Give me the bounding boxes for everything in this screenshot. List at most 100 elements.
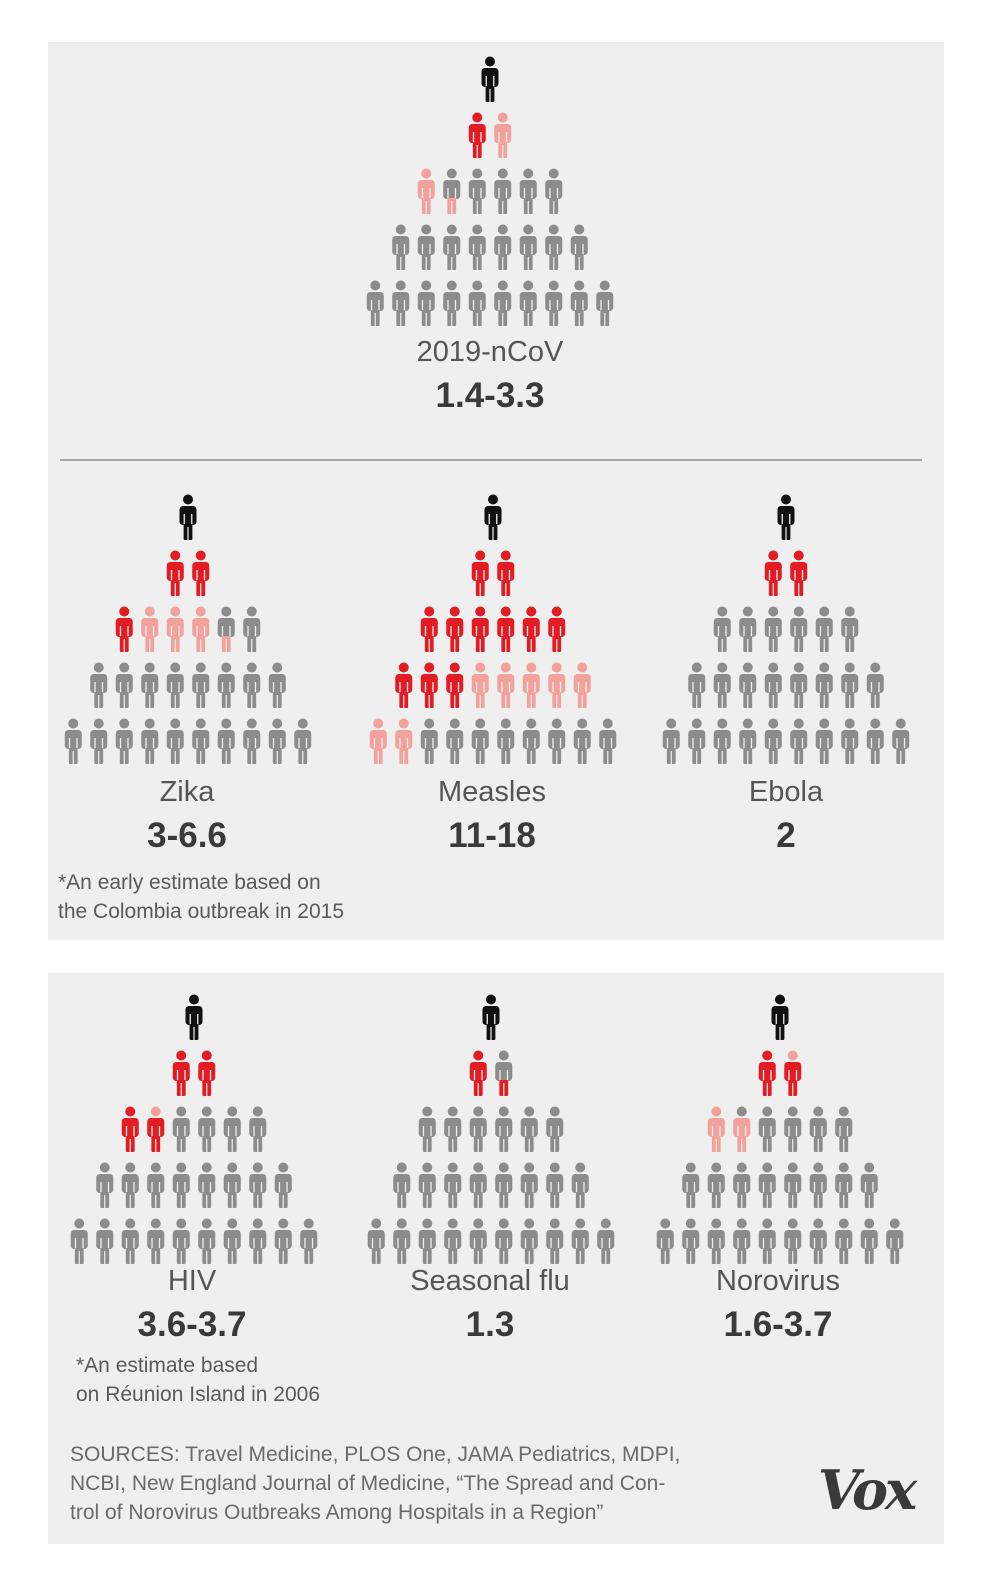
person-icon xyxy=(469,1162,487,1208)
person-icon xyxy=(519,168,537,214)
disease-label: Zika xyxy=(159,776,215,808)
person-icon xyxy=(841,606,859,652)
person-icon xyxy=(548,606,566,652)
pyramid-seasonal-flu xyxy=(367,994,615,1264)
sources-text: SOURCES: Travel Medicine, PLOS One, JAMA… xyxy=(70,1440,750,1527)
person-icon xyxy=(115,718,133,764)
person-icon xyxy=(481,56,499,102)
person-icon xyxy=(758,1050,776,1096)
person-icon xyxy=(192,606,210,652)
hiv-footnote-line-2: on Réunion Island in 2006 xyxy=(76,1383,321,1406)
person-icon xyxy=(147,1106,165,1152)
person-icon xyxy=(417,168,435,214)
person-icon xyxy=(546,1218,564,1264)
person-icon xyxy=(198,1106,216,1152)
person-icon xyxy=(141,606,159,652)
person-icon xyxy=(185,994,203,1040)
person-icon xyxy=(417,280,435,326)
person-icon xyxy=(217,606,235,652)
person-icon xyxy=(520,1162,538,1208)
person-icon xyxy=(469,1106,487,1152)
person-icon xyxy=(443,168,461,214)
person-icon xyxy=(417,224,435,270)
person-icon xyxy=(198,1162,216,1208)
person-icon xyxy=(860,1218,878,1264)
person-icon xyxy=(771,994,789,1040)
person-icon xyxy=(90,662,108,708)
person-icon xyxy=(777,494,795,540)
person-icon xyxy=(733,1162,751,1208)
person-icon xyxy=(243,662,261,708)
person-icon xyxy=(223,1218,241,1264)
person-icon xyxy=(366,280,384,326)
person-icon xyxy=(739,662,757,708)
person-icon xyxy=(841,662,859,708)
person-icon xyxy=(758,1162,776,1208)
person-icon xyxy=(172,1218,190,1264)
zika-footnote: *An early estimate based on the Colombia… xyxy=(58,868,344,926)
pyramid-norovirus xyxy=(656,994,904,1264)
person-icon xyxy=(809,1106,827,1152)
person-icon xyxy=(758,1106,776,1152)
person-icon xyxy=(468,224,486,270)
person-icon xyxy=(469,1050,487,1096)
person-icon xyxy=(369,718,387,764)
person-icon xyxy=(96,1162,114,1208)
person-icon xyxy=(420,718,438,764)
person-icon xyxy=(886,1218,904,1264)
person-icon xyxy=(494,224,512,270)
person-icon xyxy=(570,280,588,326)
person-icon xyxy=(835,1162,853,1208)
person-icon xyxy=(546,1162,564,1208)
r0-value: 3.6-3.7 xyxy=(137,1305,247,1344)
person-icon xyxy=(249,1218,267,1264)
disease-label: 2019-nCoV xyxy=(416,336,564,368)
person-icon xyxy=(393,1218,411,1264)
person-icon xyxy=(682,1218,700,1264)
person-icon xyxy=(192,662,210,708)
person-icon xyxy=(121,1218,139,1264)
person-icon xyxy=(784,1162,802,1208)
r0-value: 11-18 xyxy=(448,816,536,855)
person-icon xyxy=(790,662,808,708)
person-icon xyxy=(497,606,515,652)
disease-label: Seasonal flu xyxy=(410,1265,570,1297)
person-icon xyxy=(471,662,489,708)
person-icon xyxy=(495,1162,513,1208)
person-icon xyxy=(835,1106,853,1152)
person-icon xyxy=(495,1106,513,1152)
person-icon xyxy=(418,1106,436,1152)
person-icon xyxy=(841,718,859,764)
r0-value: 1.3 xyxy=(465,1305,515,1344)
person-icon xyxy=(268,662,286,708)
sources-line-2: NCBI, New England Journal of Medicine, “… xyxy=(70,1472,666,1495)
person-icon xyxy=(784,1218,802,1264)
person-icon xyxy=(217,662,235,708)
person-icon xyxy=(166,662,184,708)
person-icon xyxy=(367,1218,385,1264)
person-icon xyxy=(444,1162,462,1208)
person-icon xyxy=(519,280,537,326)
r0-value: 1.6-3.7 xyxy=(723,1305,833,1344)
person-icon xyxy=(274,1162,292,1208)
person-icon xyxy=(268,718,286,764)
person-icon xyxy=(141,662,159,708)
person-icon xyxy=(446,662,464,708)
person-icon xyxy=(546,1106,564,1152)
person-icon xyxy=(294,718,312,764)
person-icon xyxy=(172,1162,190,1208)
person-icon xyxy=(494,280,512,326)
person-icon xyxy=(860,1162,878,1208)
person-icon xyxy=(166,606,184,652)
person-icon xyxy=(548,718,566,764)
person-icon xyxy=(688,718,706,764)
pyramid-ebola xyxy=(662,494,910,764)
r0-value: 3-6.6 xyxy=(147,816,227,855)
person-icon xyxy=(758,1218,776,1264)
person-icon xyxy=(418,1218,436,1264)
person-icon xyxy=(682,1162,700,1208)
person-icon xyxy=(790,606,808,652)
person-icon xyxy=(739,606,757,652)
person-icon xyxy=(573,718,591,764)
person-icon xyxy=(733,1106,751,1152)
